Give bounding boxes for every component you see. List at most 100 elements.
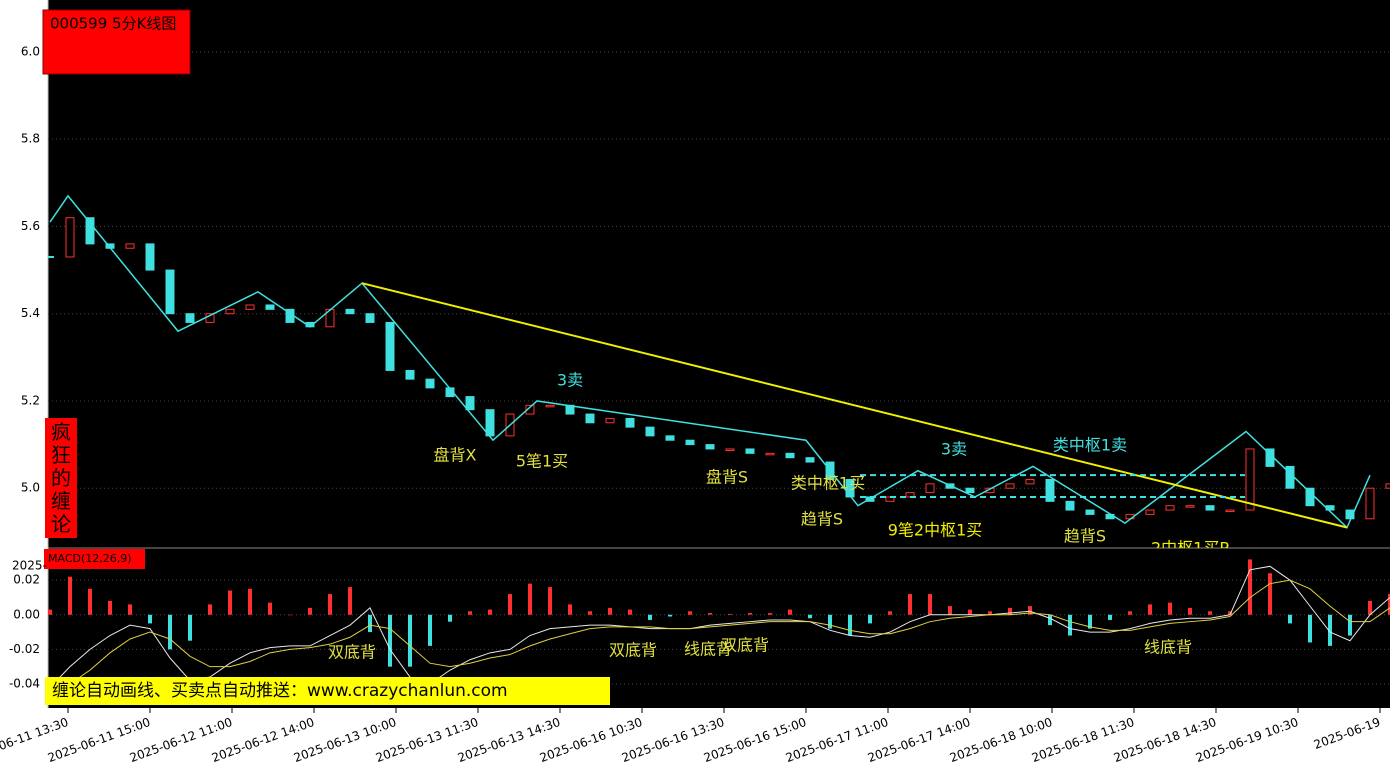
annotation: 趋背S <box>801 510 843 529</box>
candle <box>1045 479 1055 502</box>
y-tick-label: 5.2 <box>21 393 40 407</box>
macd-bar <box>768 613 772 615</box>
candle <box>85 217 95 245</box>
macd-bar <box>1348 614 1352 636</box>
macd-bar <box>588 611 592 615</box>
annotation: 5笔1买 <box>516 452 568 471</box>
y-tick-label: 5.6 <box>21 219 40 233</box>
trend-line <box>361 282 1348 529</box>
macd-bar <box>148 614 152 624</box>
macd-bar <box>528 583 532 615</box>
candle <box>765 452 775 456</box>
candle <box>1205 505 1215 511</box>
macd-y-tick-label: 0.02 <box>13 573 40 587</box>
annotation: 3卖 <box>557 370 583 389</box>
candle <box>1145 509 1155 515</box>
candle <box>145 243 155 271</box>
candle <box>665 435 675 441</box>
candle <box>585 413 595 424</box>
candle <box>1185 505 1195 508</box>
candle <box>245 304 255 310</box>
candle <box>605 417 615 424</box>
macd-bar <box>68 576 72 615</box>
candle <box>745 448 755 454</box>
macd-bar <box>548 587 552 615</box>
annotation: 3卖 <box>941 439 967 458</box>
candle <box>645 426 655 437</box>
annotation: 盘背S <box>706 468 748 487</box>
macd-bar <box>1328 614 1332 646</box>
macd-bar <box>948 606 952 615</box>
macd-label-box <box>44 549 145 569</box>
macd-bar <box>1208 611 1212 615</box>
macd-bar <box>368 614 372 633</box>
candle <box>845 479 855 498</box>
candle <box>265 304 275 310</box>
candle <box>1025 479 1035 485</box>
annotation: 2中枢1买P <box>1151 538 1229 557</box>
macd-bar <box>508 594 512 615</box>
macd-bar <box>728 613 732 615</box>
macd-bar <box>408 614 412 667</box>
candle <box>1345 509 1355 520</box>
stroke-lines <box>49 194 1371 529</box>
banner: 缠论自动画线、买卖点自动推送：www.crazychanlun.com <box>52 681 508 701</box>
candle <box>1305 487 1315 507</box>
macd-bar <box>828 614 832 629</box>
y-tick-label: 5.4 <box>21 306 40 320</box>
macd-bar <box>48 609 52 615</box>
macd-bar <box>1368 600 1372 615</box>
macd-y-tick-label: -0.02 <box>9 642 40 656</box>
candle <box>1165 505 1175 511</box>
macd-top-label: 2025- <box>12 559 47 573</box>
macd-bar <box>208 604 212 615</box>
candle <box>705 444 715 450</box>
candle <box>1085 509 1095 515</box>
macd-bar <box>568 604 572 615</box>
y-tick-label: 6.0 <box>21 44 40 58</box>
macd-bar <box>1128 611 1132 615</box>
macd-bar <box>348 587 352 615</box>
side-label: 疯狂的缠论 <box>51 420 71 536</box>
candle <box>1385 483 1390 489</box>
chart-title: 000599 5分K线图 <box>50 15 176 33</box>
macd-bar <box>188 614 192 641</box>
macd-bar <box>888 611 892 615</box>
macd-bar <box>168 614 172 650</box>
annotation: 9笔2中枢1买 <box>888 520 983 539</box>
macd-bar <box>708 613 712 615</box>
annotation: 趋背S <box>1064 527 1106 546</box>
candle <box>625 417 635 428</box>
macd-bar <box>1308 614 1312 643</box>
candle <box>125 243 135 249</box>
candle <box>405 369 415 380</box>
macd-bar <box>668 614 672 617</box>
macd-bar <box>1228 611 1232 615</box>
y-tick-label: 5.0 <box>21 481 40 495</box>
macd-bar <box>428 614 432 646</box>
macd-bar <box>1048 614 1052 626</box>
macd-bar <box>288 614 292 616</box>
candle <box>1005 483 1015 489</box>
candle <box>1225 509 1235 513</box>
candle <box>805 457 815 463</box>
macd-bar <box>1008 607 1012 615</box>
macd-y-tick-label: -0.04 <box>9 676 40 690</box>
candle <box>965 487 975 494</box>
macd-bar <box>1028 606 1032 615</box>
macd-bar <box>1148 604 1152 615</box>
annotation: 类中枢1卖 <box>1053 435 1127 454</box>
macd-annotation: 线底背 <box>1144 637 1192 656</box>
macd-bar <box>868 614 872 624</box>
macd-bar <box>1168 602 1172 615</box>
candle <box>925 483 935 494</box>
macd-bar <box>128 604 132 615</box>
macd-bar <box>788 609 792 615</box>
macd-bar <box>1288 614 1292 624</box>
macd-line <box>49 579 1390 694</box>
candle <box>725 448 735 451</box>
macd-bar <box>488 609 492 615</box>
candle <box>48 255 54 258</box>
candle <box>185 313 195 323</box>
